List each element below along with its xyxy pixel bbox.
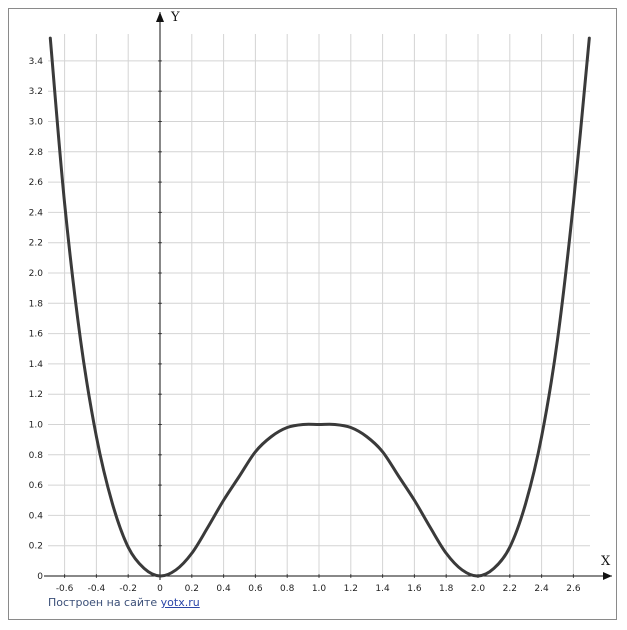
x-tick-label: -0.6 (56, 584, 74, 594)
axes (44, 12, 612, 580)
y-tick-label: 2.8 (29, 148, 44, 158)
credit-link[interactable]: yotx.ru (160, 596, 200, 609)
y-tick-label: 2.0 (29, 269, 44, 279)
tick-labels: -0.6 -0.4 -0.2 0 0.2 0.4 0.6 0.8 1.0 1.2 1.4 1.6 1.8… (29, 57, 581, 594)
y-tick-label: 1.2 (29, 390, 43, 400)
x-tick-label: 2.6 (566, 584, 581, 594)
credit-line: Построен на сайте yotx.ru (48, 596, 200, 609)
x-axis-label: X (601, 554, 611, 569)
y-tick-label: 3.0 (29, 118, 44, 128)
x-tick-label: 2.4 (534, 584, 549, 594)
y-tick-label: 1.8 (29, 299, 44, 309)
y-axis-arrow (156, 12, 164, 22)
x-tick-label: 0.2 (185, 584, 199, 594)
x-axis-arrow (603, 572, 612, 580)
x-tick-label: -0.2 (119, 584, 137, 594)
x-tick-label: 0.4 (216, 584, 231, 594)
y-tick-label: 1.4 (29, 360, 44, 370)
y-tick-label: 3.4 (29, 57, 44, 67)
y-tick-label: 3.2 (29, 87, 43, 97)
y-tick-label: 0.8 (29, 451, 44, 461)
x-tick-label: 1.2 (344, 584, 358, 594)
chart-frame (8, 8, 617, 620)
y-tick-label: 1.6 (29, 330, 44, 340)
x-tick-label: 1.0 (312, 584, 327, 594)
x-tick-label: 2.2 (503, 584, 517, 594)
series (48, 36, 591, 578)
x-tick-label: 1.6 (407, 584, 422, 594)
x-tick-label: 2.0 (471, 584, 486, 594)
credit-text: Построен на сайте (48, 596, 158, 609)
y-tick-label: 0.2 (29, 542, 43, 552)
y-tick-label: 1.0 (29, 421, 44, 431)
x-tick-label: -0.4 (88, 584, 106, 594)
y-tick-label: 0 (37, 572, 43, 582)
x-tick-label: 1.8 (439, 584, 454, 594)
y-tick-label: 2.4 (29, 208, 44, 218)
y-tick-label: 2.2 (29, 239, 43, 249)
y-tick-label: 0.6 (29, 481, 44, 491)
y-tick-label: 2.6 (29, 178, 44, 188)
x-tick-label: 0.8 (280, 584, 295, 594)
grid (48, 34, 590, 576)
x-tick-label: 0 (157, 584, 163, 594)
x-tick-label: 0.6 (248, 584, 263, 594)
x-tick-label: 1.4 (375, 584, 390, 594)
series-line (48, 36, 591, 578)
y-axis-label: Y (170, 10, 180, 25)
y-tick-label: 0.4 (29, 511, 44, 521)
